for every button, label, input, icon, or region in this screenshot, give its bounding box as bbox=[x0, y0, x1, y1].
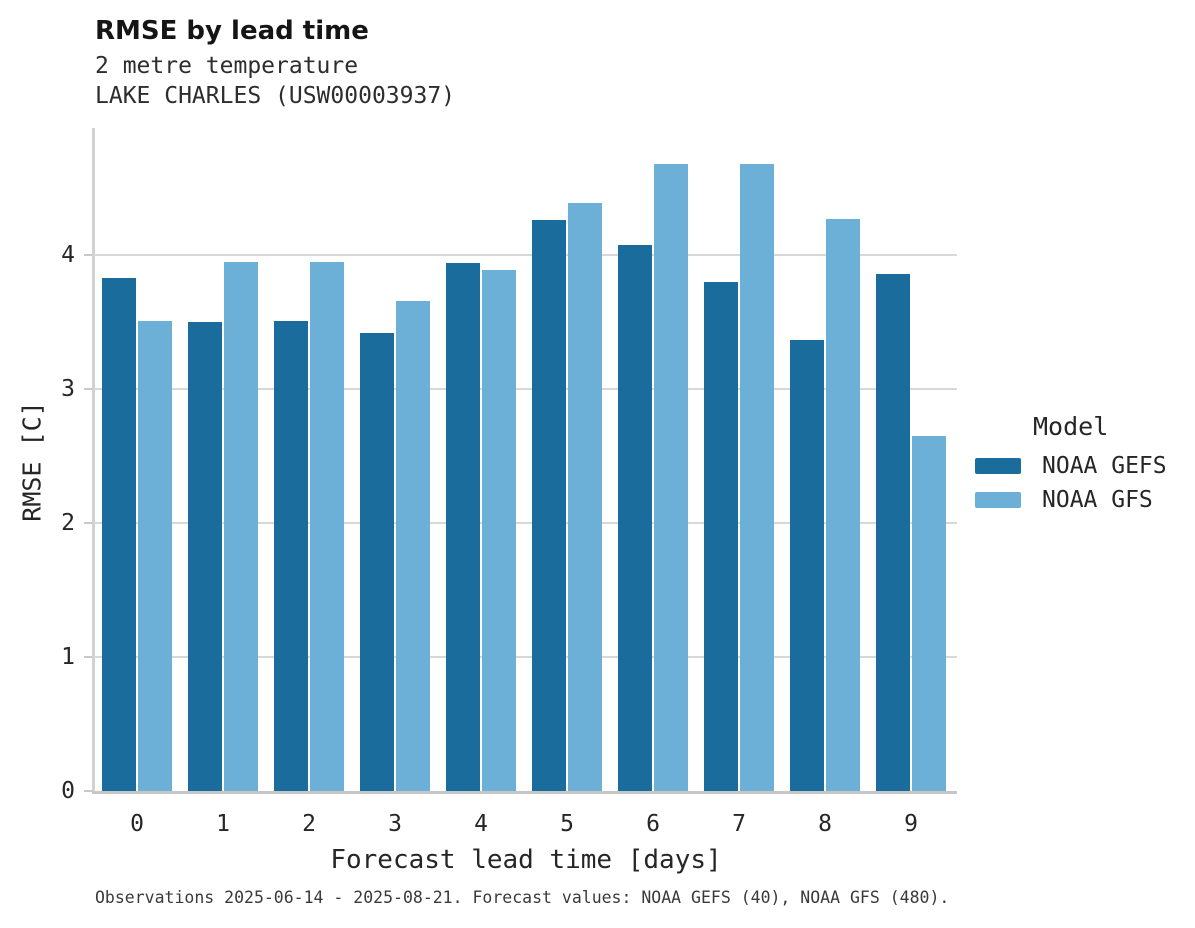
bar-noaa-gefs-lead-1 bbox=[188, 322, 222, 791]
bar-noaa-gefs-lead-0 bbox=[102, 278, 136, 791]
x-tick-label-2: 2 bbox=[302, 811, 316, 837]
y-tick-mark-3 bbox=[84, 388, 92, 391]
legend-swatch-noaa-gefs bbox=[975, 457, 1021, 474]
bar-noaa-gefs-lead-8 bbox=[790, 340, 824, 791]
bar-noaa-gefs-lead-6 bbox=[618, 245, 652, 791]
bar-noaa-gfs-lead-5 bbox=[568, 203, 602, 791]
x-axis-spine bbox=[92, 791, 957, 794]
x-axis-title: Forecast lead time [days] bbox=[330, 845, 722, 875]
y-tick-label-0: 0 bbox=[61, 778, 75, 804]
bar-noaa-gefs-lead-4 bbox=[446, 263, 480, 791]
gridline-y-1 bbox=[95, 656, 957, 659]
x-tick-label-1: 1 bbox=[216, 811, 230, 837]
y-tick-mark-2 bbox=[84, 522, 92, 525]
bar-noaa-gfs-lead-0 bbox=[138, 321, 172, 791]
gridline-y-3 bbox=[95, 388, 957, 391]
x-tick-label-3: 3 bbox=[388, 811, 402, 837]
legend-entry-noaa-gfs: NOAA GFS bbox=[975, 486, 1190, 513]
x-tick-label-7: 7 bbox=[732, 811, 746, 837]
legend-label-noaa-gfs: NOAA GFS bbox=[1042, 486, 1153, 513]
bar-noaa-gefs-lead-2 bbox=[274, 321, 308, 791]
y-axis-title: RMSE [C] bbox=[17, 401, 47, 522]
bar-noaa-gfs-lead-2 bbox=[310, 262, 344, 791]
y-tick-mark-0 bbox=[84, 790, 92, 792]
legend-entry-noaa-gefs: NOAA GEFS bbox=[975, 452, 1190, 479]
x-tick-label-5: 5 bbox=[560, 811, 574, 837]
bar-noaa-gfs-lead-3 bbox=[396, 301, 430, 791]
gridline-y-4 bbox=[95, 254, 957, 257]
x-tick-label-4: 4 bbox=[474, 811, 488, 837]
y-tick-label-4: 4 bbox=[61, 242, 75, 269]
bar-noaa-gefs-lead-5 bbox=[532, 220, 566, 791]
plot-area bbox=[92, 128, 957, 794]
y-tick-label-1: 1 bbox=[61, 644, 75, 671]
bar-noaa-gfs-lead-9 bbox=[912, 436, 946, 791]
legend-swatch-noaa-gfs bbox=[975, 491, 1021, 508]
x-tick-label-6: 6 bbox=[646, 811, 660, 837]
x-tick-label-8: 8 bbox=[818, 811, 832, 837]
y-tick-label-3: 3 bbox=[61, 376, 75, 403]
bar-noaa-gfs-lead-7 bbox=[740, 164, 774, 791]
legend-entries: NOAA GEFS NOAA GFS bbox=[975, 452, 1190, 513]
y-tick-mark-4 bbox=[84, 254, 92, 257]
chart-title: RMSE by lead time bbox=[95, 16, 369, 46]
y-tick-mark-1 bbox=[84, 656, 92, 659]
chart-subtitle-line-1: 2 metre temperature bbox=[95, 53, 359, 79]
legend: Model NOAA GEFS NOAA GFS bbox=[975, 412, 1190, 521]
x-tick-label-9: 9 bbox=[904, 811, 918, 837]
bar-noaa-gfs-lead-6 bbox=[654, 164, 688, 791]
y-axis-spine bbox=[92, 128, 95, 794]
bar-noaa-gfs-lead-4 bbox=[482, 270, 516, 791]
caption: Observations 2025-06-14 - 2025-08-21. Fo… bbox=[95, 888, 950, 907]
chart-subtitle: 2 metre temperature LAKE CHARLES (USW0000… bbox=[95, 51, 455, 111]
bar-noaa-gefs-lead-7 bbox=[704, 282, 738, 791]
bar-noaa-gfs-lead-1 bbox=[224, 262, 258, 791]
y-tick-label-2: 2 bbox=[61, 510, 75, 537]
bar-noaa-gefs-lead-3 bbox=[360, 333, 394, 791]
legend-title: Model bbox=[1033, 412, 1109, 441]
bar-noaa-gfs-lead-8 bbox=[826, 219, 860, 791]
bar-noaa-gefs-lead-9 bbox=[876, 274, 910, 791]
x-tick-label-0: 0 bbox=[130, 811, 144, 837]
legend-label-noaa-gefs: NOAA GEFS bbox=[1042, 452, 1167, 479]
chart-subtitle-line-2: LAKE CHARLES (USW00003937) bbox=[95, 83, 456, 109]
gridline-y-2 bbox=[95, 522, 957, 525]
